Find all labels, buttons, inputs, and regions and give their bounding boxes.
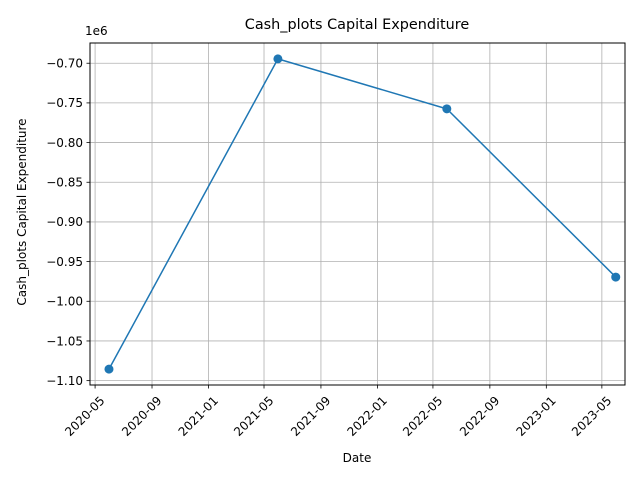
x-tick-label: 2022-05 — [400, 394, 445, 439]
series-line — [108, 58, 617, 370]
data-point — [273, 54, 283, 64]
x-tick-label: 2022-01 — [345, 394, 390, 439]
y-tick-label: −1.00 — [46, 295, 83, 309]
x-axis-ticks: 2020-05 2020-09 2021-01 2021-05 2021-09 2022-… — [62, 385, 614, 439]
series-layer — [104, 54, 621, 374]
chart-title: Cash_plots Capital Expenditure — [245, 17, 470, 33]
y-axis-ticks: −0.70 −0.75 −0.80 −0.85 −0.90 −0.95 −1.00 −1.05… — [46, 57, 90, 388]
data-point — [442, 104, 452, 114]
y-tick-label: −1.10 — [46, 374, 83, 388]
y-tick-label: −1.05 — [46, 334, 83, 348]
data-point — [104, 364, 114, 374]
x-tick-label: 2023-05 — [569, 394, 614, 439]
y-tick-label: −0.90 — [46, 215, 83, 229]
x-tick-label: 2021-01 — [176, 394, 221, 439]
y-tick-label: −0.70 — [46, 57, 83, 71]
y-axis-label: Cash_plots Capital Expenditure — [15, 118, 29, 305]
x-tick-label: 2020-09 — [119, 394, 164, 439]
x-tick-label: 2022-09 — [457, 394, 502, 439]
grid — [90, 43, 625, 385]
y-tick-label: −0.75 — [46, 96, 83, 110]
y-tick-label: −0.85 — [46, 176, 83, 190]
x-tick-label: 2020-05 — [62, 394, 107, 439]
y-axis-offset-text: 1e6 — [85, 24, 108, 38]
x-axis-label: Date — [343, 451, 372, 465]
y-tick-label: −0.80 — [46, 136, 83, 150]
data-point — [611, 272, 621, 282]
y-tick-label: −0.95 — [46, 255, 83, 269]
x-tick-label: 2021-05 — [231, 394, 276, 439]
x-tick-label: 2021-09 — [288, 394, 333, 439]
x-tick-label: 2023-01 — [513, 394, 558, 439]
axes-frame — [89, 42, 626, 386]
